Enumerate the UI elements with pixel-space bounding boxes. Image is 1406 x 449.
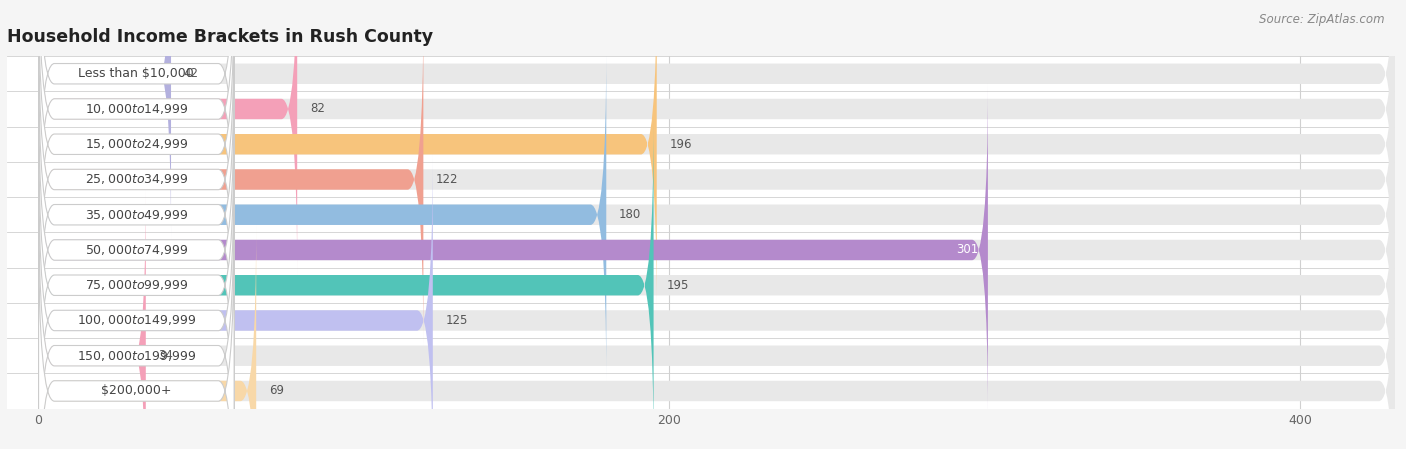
- FancyBboxPatch shape: [38, 49, 235, 381]
- Text: 301: 301: [956, 243, 979, 256]
- FancyBboxPatch shape: [38, 0, 657, 310]
- Bar: [7, 162, 1395, 197]
- FancyBboxPatch shape: [38, 0, 235, 275]
- Bar: [7, 197, 1395, 232]
- FancyBboxPatch shape: [38, 154, 235, 449]
- Bar: [7, 268, 1395, 303]
- FancyBboxPatch shape: [38, 190, 146, 449]
- FancyBboxPatch shape: [38, 13, 1395, 345]
- FancyBboxPatch shape: [38, 190, 1395, 449]
- FancyBboxPatch shape: [38, 119, 654, 449]
- FancyBboxPatch shape: [38, 154, 1395, 449]
- Text: $25,000 to $34,999: $25,000 to $34,999: [84, 172, 188, 186]
- Text: 82: 82: [309, 102, 325, 115]
- Bar: [7, 338, 1395, 374]
- Text: 122: 122: [436, 173, 458, 186]
- FancyBboxPatch shape: [38, 84, 235, 416]
- Text: $50,000 to $74,999: $50,000 to $74,999: [84, 243, 188, 257]
- Text: $10,000 to $14,999: $10,000 to $14,999: [84, 102, 188, 116]
- FancyBboxPatch shape: [38, 0, 1395, 240]
- Bar: [7, 233, 1395, 268]
- FancyBboxPatch shape: [38, 0, 1395, 275]
- Text: Less than $10,000: Less than $10,000: [79, 67, 194, 80]
- FancyBboxPatch shape: [38, 0, 172, 240]
- Text: 195: 195: [666, 279, 689, 292]
- Text: $35,000 to $49,999: $35,000 to $49,999: [84, 208, 188, 222]
- FancyBboxPatch shape: [38, 225, 235, 449]
- Text: $15,000 to $24,999: $15,000 to $24,999: [84, 137, 188, 151]
- Text: $100,000 to $149,999: $100,000 to $149,999: [77, 313, 195, 327]
- Text: 69: 69: [269, 384, 284, 397]
- FancyBboxPatch shape: [38, 0, 235, 310]
- Text: $200,000+: $200,000+: [101, 384, 172, 397]
- Text: 180: 180: [619, 208, 641, 221]
- FancyBboxPatch shape: [38, 84, 988, 416]
- FancyBboxPatch shape: [38, 225, 256, 449]
- FancyBboxPatch shape: [38, 0, 1395, 310]
- FancyBboxPatch shape: [38, 119, 1395, 449]
- Text: $75,000 to $99,999: $75,000 to $99,999: [84, 278, 188, 292]
- FancyBboxPatch shape: [38, 13, 423, 345]
- FancyBboxPatch shape: [38, 225, 1395, 449]
- FancyBboxPatch shape: [38, 0, 235, 240]
- Text: 125: 125: [446, 314, 468, 327]
- Text: 196: 196: [669, 138, 692, 151]
- FancyBboxPatch shape: [38, 84, 1395, 416]
- Bar: [7, 127, 1395, 162]
- Text: 34: 34: [159, 349, 173, 362]
- Bar: [7, 56, 1395, 92]
- FancyBboxPatch shape: [38, 49, 1395, 381]
- FancyBboxPatch shape: [38, 0, 297, 275]
- Bar: [7, 303, 1395, 338]
- Text: $150,000 to $199,999: $150,000 to $199,999: [77, 349, 195, 363]
- Text: Source: ZipAtlas.com: Source: ZipAtlas.com: [1260, 13, 1385, 26]
- FancyBboxPatch shape: [38, 154, 433, 449]
- Bar: [7, 374, 1395, 409]
- FancyBboxPatch shape: [38, 119, 235, 449]
- FancyBboxPatch shape: [38, 190, 235, 449]
- Text: Household Income Brackets in Rush County: Household Income Brackets in Rush County: [7, 28, 433, 46]
- FancyBboxPatch shape: [38, 49, 606, 381]
- Text: 42: 42: [184, 67, 198, 80]
- Bar: [7, 91, 1395, 127]
- FancyBboxPatch shape: [38, 13, 235, 345]
